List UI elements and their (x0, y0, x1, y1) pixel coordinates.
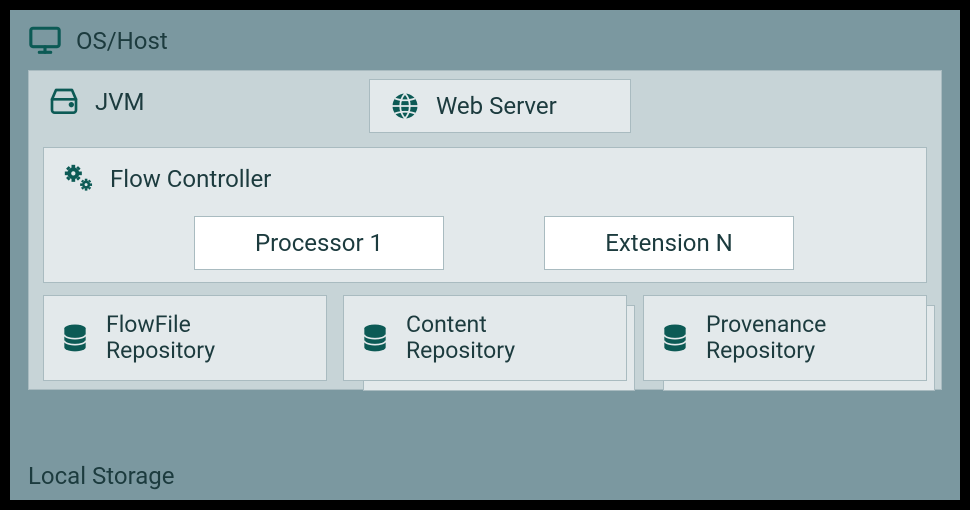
repository-front: Content Repository (343, 295, 627, 381)
database-icon (58, 321, 92, 355)
database-icon (358, 321, 392, 355)
jvm-container: JVM Web Server (28, 70, 942, 390)
extension-box: Extension N (544, 216, 794, 270)
extension-label: Extension N (605, 229, 733, 257)
processor-label: Processor 1 (255, 229, 383, 257)
repository-front: Provenance Repository (643, 295, 927, 381)
processor-box: Processor 1 (194, 216, 444, 270)
repository-box: Content Repository (343, 295, 627, 381)
os-host-label: OS/Host (76, 27, 168, 55)
drive-icon (47, 85, 81, 119)
jvm-header: JVM (47, 85, 144, 119)
os-host-container: OS/Host JVM (10, 10, 960, 500)
monitor-icon (28, 24, 62, 58)
repositories-row: FlowFile Repository Content Repository P… (43, 295, 927, 381)
diagram-canvas: OS/Host JVM (0, 0, 970, 510)
os-host-header: OS/Host (28, 24, 942, 58)
repository-box: FlowFile Repository (43, 295, 327, 381)
gears-icon (62, 162, 96, 196)
flow-controller-label: Flow Controller (110, 165, 271, 193)
database-icon (658, 321, 692, 355)
flow-controller-box: Flow Controller Processor 1 Extension N (43, 147, 927, 283)
repository-label: Content Repository (406, 312, 596, 365)
flow-controller-children: Processor 1 Extension N (194, 216, 886, 270)
repository-box: Provenance Repository (643, 295, 927, 381)
repository-front: FlowFile Repository (43, 295, 327, 381)
flow-controller-header: Flow Controller (62, 162, 908, 196)
repository-label: FlowFile Repository (106, 312, 296, 365)
jvm-label: JVM (95, 88, 144, 116)
globe-icon (388, 89, 422, 123)
web-server-box: Web Server (369, 79, 631, 133)
repository-label: Provenance Repository (706, 312, 896, 365)
local-storage-label: Local Storage (28, 462, 175, 490)
web-server-label: Web Server (436, 92, 557, 120)
